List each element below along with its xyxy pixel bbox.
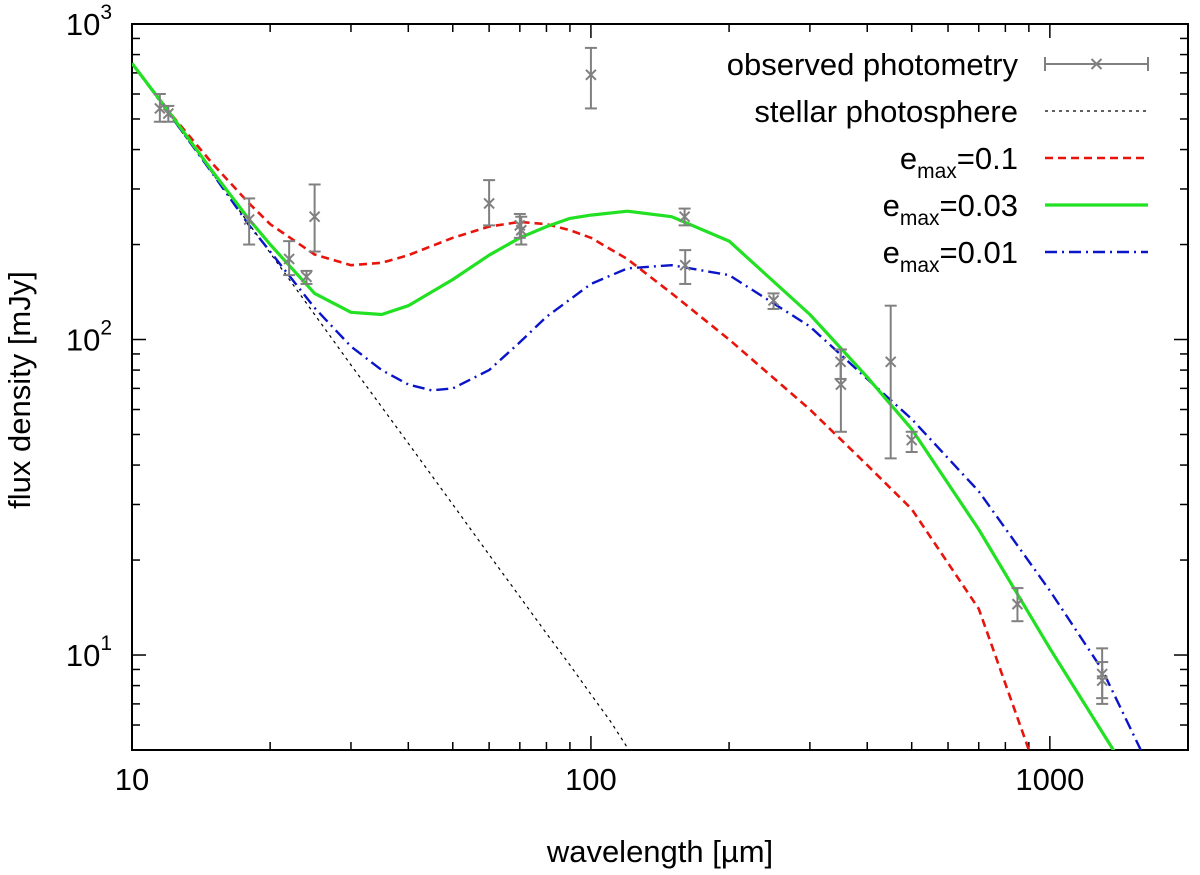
data-marker [905, 434, 918, 446]
data-marker [1096, 674, 1108, 687]
x-axis-label: wavelength [µm] [546, 834, 773, 869]
legend-label-subscript: max [900, 254, 940, 277]
plot-frame [131, 23, 1189, 751]
y-tick-label-exponent: 1 [100, 632, 112, 655]
observed-point [884, 304, 897, 460]
observed-point [513, 212, 526, 239]
data-marker [308, 211, 321, 223]
legend-label-subscript: max [917, 160, 957, 183]
observed-point [483, 179, 496, 227]
legend-label-value: =0.03 [940, 188, 1018, 223]
observed-point [1096, 661, 1109, 705]
legend-label-e003: emax=0.03 [883, 188, 1018, 230]
series-line-e01 [132, 62, 1031, 750]
model-curves [132, 62, 1143, 750]
plot-area [131, 23, 1189, 751]
data-marker [515, 224, 527, 236]
data-marker [162, 107, 175, 120]
data-marker [283, 253, 295, 265]
y-tick-label-exponent: 2 [100, 317, 112, 340]
y-tick-label-base: 10 [66, 323, 100, 358]
observed-point [243, 197, 256, 246]
y-tick-label: 102 [66, 317, 112, 358]
observed-point [834, 348, 847, 433]
y-tick-label-base: 10 [66, 7, 100, 42]
observed-point [283, 240, 296, 277]
observed-point [679, 249, 692, 285]
observed-point [308, 183, 321, 253]
legend-label-main: e [900, 141, 917, 176]
x-tick-label: 100 [565, 762, 617, 797]
data-marker [243, 213, 255, 226]
y-axis-label: flux density [mJy] [2, 271, 37, 509]
data-marker [835, 378, 847, 391]
observed-point [905, 430, 918, 454]
y-tick-label-exponent: 3 [100, 1, 112, 24]
observed-point [300, 269, 313, 285]
legend-label-value: =0.01 [940, 235, 1018, 270]
axis-ticks [131, 23, 1189, 751]
legend-label-obs: observed photometry [727, 47, 1019, 82]
y-tick-label-base: 10 [66, 638, 100, 673]
legend-label-e001: emax=0.01 [883, 235, 1018, 277]
legend-label-star: stellar photosphere [754, 94, 1018, 129]
data-marker [483, 197, 495, 210]
observed-point [1011, 587, 1024, 623]
y-tick-label: 103 [66, 1, 112, 42]
series-line-e001 [132, 62, 1143, 750]
legend-label-main: e [883, 188, 900, 223]
data-marker [884, 356, 897, 368]
x-tick-label: 10 [115, 762, 149, 797]
legend-label-e01: emax=0.1 [900, 141, 1018, 183]
data-marker [679, 259, 691, 271]
observed-point [162, 104, 175, 123]
x-tick-label: 1000 [1015, 762, 1084, 797]
legend-label-main: e [883, 235, 900, 270]
observed-point [515, 215, 528, 246]
data-marker [585, 69, 597, 81]
legend-swatch-obs-marker [1090, 58, 1103, 70]
legend-label-value: =0.1 [957, 141, 1018, 176]
observed-photometry-points [153, 46, 1109, 705]
series-line-e003 [132, 62, 1116, 750]
data-marker [1011, 598, 1024, 610]
data-marker [300, 271, 313, 283]
observed-point [678, 207, 691, 227]
legend-label-subscript: max [900, 207, 940, 230]
observed-point [584, 46, 597, 110]
data-marker [767, 294, 780, 307]
y-tick-label: 101 [66, 632, 112, 673]
observed-point [767, 292, 780, 310]
data-marker [678, 211, 691, 223]
